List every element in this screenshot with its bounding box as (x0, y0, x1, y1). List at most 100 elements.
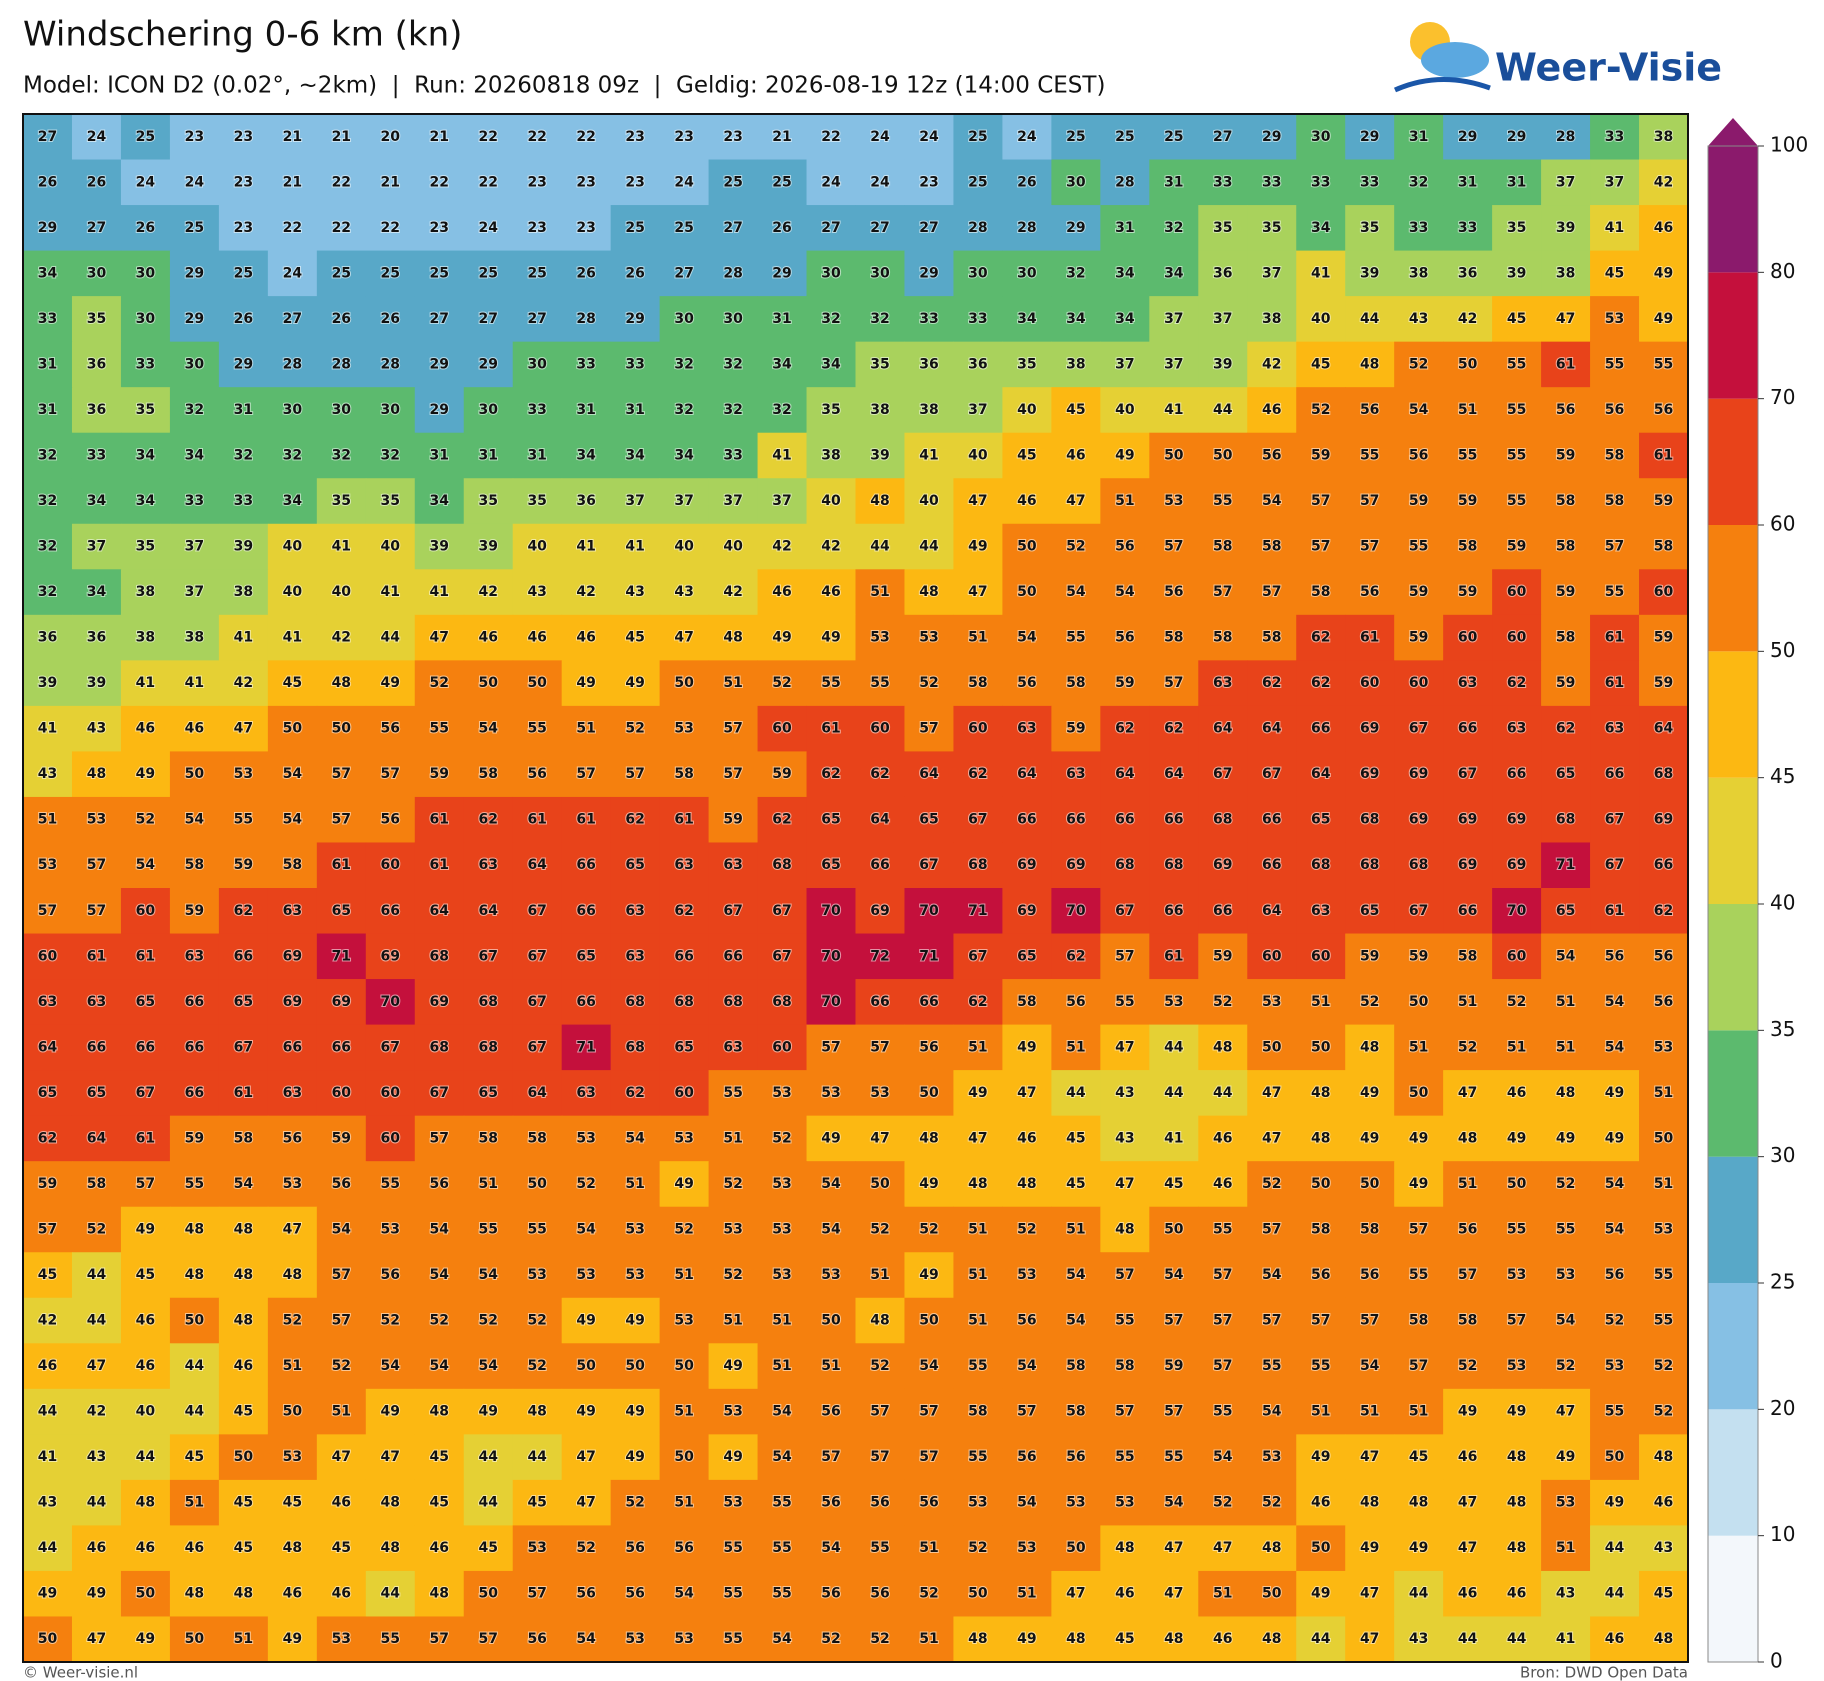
cell-label: 68 (1360, 857, 1379, 873)
cell (1590, 205, 1640, 252)
cell-label: 54 (430, 1267, 450, 1283)
cell (1492, 888, 1542, 935)
cell-label: 49 (87, 1586, 106, 1602)
cell (463, 1024, 514, 1071)
cell (23, 523, 73, 570)
cell (1198, 1070, 1248, 1117)
cell-label: 33 (1360, 174, 1379, 190)
cell-label: 56 (1409, 447, 1428, 463)
cell (1394, 1343, 1444, 1390)
cell (1639, 1616, 1689, 1663)
cell (904, 1525, 954, 1572)
cell (1394, 888, 1444, 935)
cell (169, 979, 220, 1026)
cell-label: 23 (723, 129, 742, 145)
cell (904, 478, 954, 525)
cell-label: 43 (527, 584, 546, 600)
cell-label: 33 (1262, 174, 1281, 190)
cell-label: 35 (1360, 220, 1379, 236)
cell-label: 48 (1017, 1176, 1036, 1192)
cell (561, 705, 612, 752)
cell (1492, 341, 1542, 388)
cell (708, 1434, 759, 1481)
cell (316, 1570, 367, 1617)
cell (1149, 614, 1199, 661)
cell (1541, 614, 1591, 661)
cell (708, 205, 759, 252)
cell (1345, 1570, 1395, 1617)
cell (953, 1434, 1003, 1481)
cell-label: 49 (723, 1449, 742, 1465)
cell (71, 1388, 122, 1435)
cell (904, 387, 954, 434)
cell (1002, 1616, 1052, 1663)
cell-label: 56 (1654, 948, 1673, 964)
cell-label: 61 (1654, 447, 1673, 463)
cell (1492, 1252, 1542, 1299)
cell (561, 1297, 612, 1344)
cell (953, 1297, 1003, 1344)
cell (414, 478, 465, 525)
cell-label: 56 (625, 1540, 644, 1556)
cell-label: 67 (478, 948, 497, 964)
cell (23, 1024, 73, 1071)
cell-label: 51 (234, 1631, 253, 1647)
cell-label: 66 (576, 994, 595, 1010)
cell (1198, 478, 1248, 525)
cell (708, 296, 759, 343)
cell-label: 50 (234, 1449, 254, 1465)
cell (316, 888, 367, 935)
cell-label: 65 (1360, 903, 1379, 919)
cell-label: 34 (1115, 311, 1135, 327)
cell-label: 32 (38, 539, 57, 555)
cell-label: 38 (821, 447, 840, 463)
cell-label: 53 (332, 1631, 351, 1647)
cell (561, 1479, 612, 1526)
cell-label: 66 (1164, 812, 1183, 828)
cell (71, 1434, 122, 1481)
cell (1590, 432, 1640, 479)
cell (1051, 1434, 1101, 1481)
cell-label: 55 (1507, 447, 1526, 463)
cell-label: 28 (576, 311, 595, 327)
cell (120, 1070, 171, 1117)
cell-label: 65 (821, 812, 840, 828)
cell (806, 614, 856, 661)
cell (120, 341, 171, 388)
cell (1443, 1479, 1493, 1526)
cell-label: 58 (1556, 493, 1575, 509)
cell-label: 34 (821, 356, 841, 372)
cell (218, 159, 269, 206)
cell-label: 52 (576, 1540, 595, 1556)
cell (855, 387, 905, 434)
cell-label: 51 (968, 1039, 987, 1055)
cell (904, 341, 954, 388)
cell (267, 796, 318, 843)
cell (169, 1434, 220, 1481)
cell (1247, 1388, 1297, 1435)
cell-label: 69 (1360, 721, 1379, 737)
cell (855, 1070, 905, 1117)
cell (71, 341, 122, 388)
cell (1639, 569, 1689, 616)
cell (1296, 751, 1346, 798)
cell (1590, 1252, 1640, 1299)
cell-label: 53 (821, 1085, 840, 1101)
cell (267, 205, 318, 252)
cell-label: 69 (1507, 857, 1526, 873)
cell (1345, 1024, 1395, 1071)
cell-label: 46 (1262, 402, 1281, 418)
cell (1002, 1252, 1052, 1299)
cell (23, 478, 73, 525)
cell-label: 55 (1360, 447, 1379, 463)
cell-label: 55 (1458, 447, 1477, 463)
cell-label: 50 (527, 675, 547, 691)
cell-label: 62 (968, 994, 987, 1010)
cell-label: 56 (1360, 584, 1379, 600)
cell-label: 52 (283, 1313, 302, 1329)
cell-label: 24 (1017, 129, 1037, 145)
cell-label: 46 (527, 630, 546, 646)
cell-label: 56 (430, 1176, 449, 1192)
cell (512, 1616, 563, 1663)
cell-label: 58 (1458, 1313, 1477, 1329)
